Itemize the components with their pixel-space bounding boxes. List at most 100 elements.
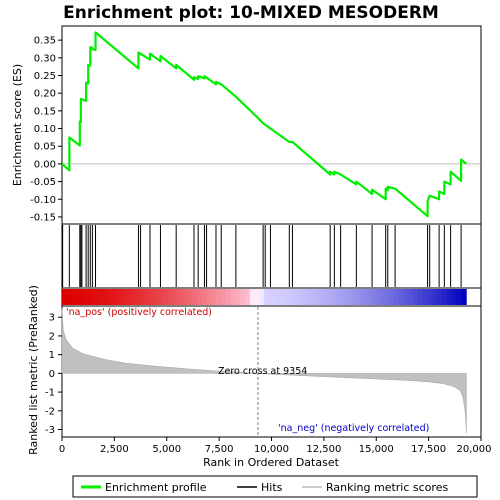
es-y-tick-label-4: 0.05 <box>34 142 56 153</box>
rank-bar-segment-77 <box>432 289 438 305</box>
metric-y-tick-label-3: 0 <box>49 369 55 380</box>
rank-bar-segment-9 <box>105 289 111 305</box>
rank-bar-segment-1 <box>66 289 73 305</box>
rank-bar-segment-19 <box>153 289 159 305</box>
rank-bar-segment-12 <box>119 289 125 305</box>
rank-bar-segment-21 <box>163 289 169 305</box>
es-y-tick-label-5: 0.10 <box>34 124 56 135</box>
es-y-tick-label-6: 0.15 <box>34 106 56 117</box>
rank-bar-segment-10 <box>110 289 116 305</box>
es-y-axis-label: Enrichment score (ES) <box>11 64 24 186</box>
rank-bar-segment-14 <box>129 289 135 305</box>
rank-bar-segment-74 <box>418 289 424 305</box>
es-y-tick-label-10: 0.35 <box>34 36 56 47</box>
rank-bar-segment-71 <box>403 289 409 305</box>
rank-bar-segment-7 <box>95 289 101 305</box>
ranking-metric-area <box>61 307 467 434</box>
rank-bar-segment-83 <box>461 289 467 305</box>
rank-bar-segment-42 <box>264 289 270 305</box>
metric-layer <box>61 307 467 436</box>
es-layer <box>61 31 481 218</box>
rank-bar-segment-11 <box>114 289 121 305</box>
rank-bar-segment-34 <box>225 289 231 305</box>
rank-bar-segment-2 <box>71 289 77 305</box>
x-tick-label-1: 2,500 <box>100 444 129 455</box>
es-y-tick-label-2: -0.05 <box>30 177 56 188</box>
rank-bar-segment-57 <box>336 289 342 305</box>
rank-bar-segment-66 <box>379 289 385 305</box>
rank-bar-segment-61 <box>355 289 361 305</box>
rank-bar-segment-51 <box>307 289 313 305</box>
legend-label-enrichment: Enrichment profile <box>105 481 207 494</box>
rank-bar-segment-82 <box>456 289 462 305</box>
hits-layer <box>62 225 462 287</box>
rank-bar-segment-80 <box>447 289 453 305</box>
es-y-tick-label-1: -0.10 <box>30 195 56 206</box>
rank-bar-segment-6 <box>90 289 97 305</box>
rank-bar-segment-63 <box>365 289 371 305</box>
positive-label: 'na_pos' (positively correlated) <box>66 307 212 318</box>
x-tick-label-4: 10,000 <box>254 444 289 455</box>
rank-bar-segment-26 <box>187 289 193 305</box>
es-y-tick-label-3: 0.00 <box>34 159 56 170</box>
rank-bar-segment-37 <box>240 289 246 305</box>
rank-bar-segment-62 <box>360 289 366 305</box>
axis-layer: -0.15 -0.10 -0.05 0.00 0.05 0.10 0.15 0.20 0.25 0… <box>30 36 491 455</box>
metric-y-tick-label-2: -1 <box>45 388 55 399</box>
rank-bar-segment-23 <box>172 289 178 305</box>
legend-label-metric: Ranking metric scores <box>326 481 448 494</box>
hits-panel <box>61 223 482 289</box>
rank-bar-segment-78 <box>437 289 443 305</box>
rank-bar-segment-46 <box>283 289 289 305</box>
chart-title: Enrichment plot: 10-MIXED MESODERM <box>63 3 439 23</box>
rank-bar-segment-17 <box>143 289 150 305</box>
rank-bar-segment-15 <box>134 289 140 305</box>
rank-bar-segment-49 <box>297 289 304 305</box>
es-y-tick-label-0: -0.15 <box>30 212 56 223</box>
rank-bar-segment-35 <box>230 289 236 305</box>
x-tick-label-6: 15,000 <box>359 444 394 455</box>
rank-bar-segment-22 <box>167 289 174 305</box>
rank-bar-segment-38 <box>244 289 251 305</box>
metric-y-tick-label-5: 2 <box>49 331 55 342</box>
negative-label: 'na_neg' (negatively correlated) <box>278 423 429 434</box>
rank-bar-segment-8 <box>100 289 106 305</box>
rank-bar-segment-27 <box>191 289 198 305</box>
zero-cross-label: Zero cross at 9354 <box>218 366 307 377</box>
x-axis-label: Rank in Ordered Dataset <box>203 456 340 469</box>
metric-y-tick-label-6: 3 <box>49 313 55 324</box>
x-tick-label-7: 17,500 <box>411 444 446 455</box>
legend-label-hits: Hits <box>261 481 283 494</box>
x-tick-label-5: 12,500 <box>306 444 341 455</box>
rank-bar-segment-44 <box>273 289 280 305</box>
rank-bar-segment-70 <box>398 289 405 305</box>
rank-bar-segment-47 <box>288 289 294 305</box>
rank-bar-segment-72 <box>408 289 414 305</box>
rank-bar-segment-13 <box>124 289 130 305</box>
rank-bar-segment-45 <box>278 289 284 305</box>
rank-bar-segment-33 <box>220 289 227 305</box>
rank-bar-segment-69 <box>394 289 400 305</box>
rank-bar-segment-76 <box>427 289 434 305</box>
rank-bar-segment-20 <box>158 289 164 305</box>
es-panel <box>61 25 482 225</box>
rank-bar-segment-25 <box>182 289 188 305</box>
rank-bar-segment-79 <box>442 289 448 305</box>
rank-bar-segment-50 <box>302 289 308 305</box>
metric-y-tick-label-4: 1 <box>49 350 55 361</box>
rank-bar-segment-56 <box>331 289 337 305</box>
rank-bar-segment-5 <box>86 289 92 305</box>
rank-bar-segment-60 <box>350 289 357 305</box>
es-y-tick-label-7: 0.20 <box>34 89 56 100</box>
x-tick-label-8: 20,000 <box>457 444 492 455</box>
rank-bar-segment-55 <box>326 289 332 305</box>
rank-bar-segment-28 <box>196 289 202 305</box>
rank-bar-segment-30 <box>206 289 212 305</box>
rank-bar-segment-67 <box>384 289 390 305</box>
rank-bar-segment-3 <box>76 289 82 305</box>
rank-bar-segment-39 <box>249 289 255 305</box>
rank-bar-segment-54 <box>321 289 328 305</box>
rank-bar-segment-36 <box>235 289 241 305</box>
rank-bar-segment-4 <box>81 289 87 305</box>
